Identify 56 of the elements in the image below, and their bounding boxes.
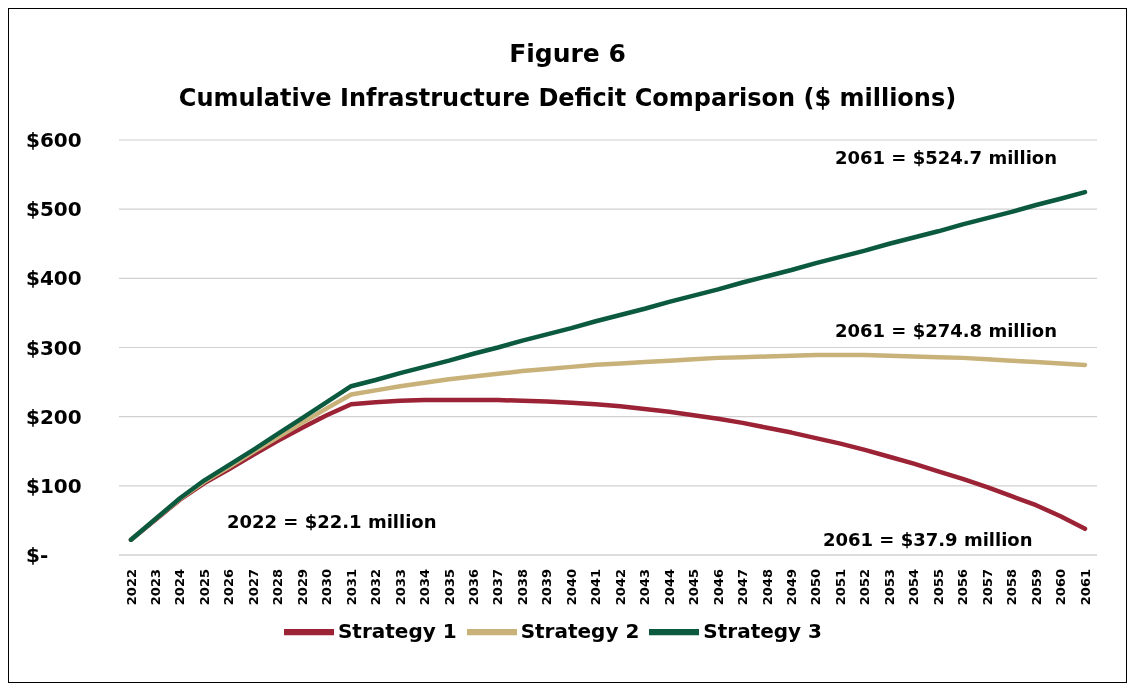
x-tick-label: 2056 bbox=[955, 569, 971, 606]
x-tick-label: 2044 bbox=[661, 569, 677, 606]
x-tick-label: 2036 bbox=[465, 569, 481, 606]
x-tick-label: 2053 bbox=[881, 569, 897, 606]
x-tick-label: 2023 bbox=[147, 569, 163, 606]
y-tick-label: $500 bbox=[26, 197, 82, 222]
x-tick-label: 2058 bbox=[1004, 569, 1020, 606]
x-tick-label: 2042 bbox=[612, 569, 628, 606]
x-tick-label: 2049 bbox=[783, 569, 799, 606]
annotation: 2061 = $37.9 million bbox=[823, 529, 1033, 550]
x-tick-label: 2031 bbox=[343, 569, 359, 606]
x-tick-label: 2030 bbox=[319, 569, 335, 606]
x-tick-label: 2060 bbox=[1053, 569, 1069, 606]
legend-label: Strategy 2 bbox=[520, 618, 640, 643]
annotation: 2061 = $274.8 million bbox=[834, 319, 1057, 341]
x-tick-label: 2057 bbox=[979, 569, 995, 606]
y-tick-label: $600 bbox=[26, 128, 82, 153]
x-tick-label: 2027 bbox=[245, 569, 261, 606]
y-tick-label: $400 bbox=[26, 266, 82, 291]
x-tick-label: 2046 bbox=[710, 569, 726, 606]
x-tick-label: 2043 bbox=[637, 569, 653, 606]
x-tick-label: 2028 bbox=[270, 569, 286, 606]
x-tick-label: 2045 bbox=[686, 569, 702, 606]
chart-subtitle: Cumulative Infrastructure Deficit Comparison ($ millions) bbox=[177, 84, 958, 112]
x-tick-label: 2024 bbox=[172, 569, 188, 606]
x-tick-label: 2026 bbox=[221, 569, 237, 606]
x-tick-label: 2025 bbox=[196, 569, 212, 606]
legend-label: Strategy 3 bbox=[703, 618, 823, 643]
x-tick-label: 2038 bbox=[514, 569, 530, 606]
x-tick-label: 2022 bbox=[123, 569, 139, 606]
chart-title: Figure 6 bbox=[508, 39, 627, 68]
annotation: 2061 = $524.7 million bbox=[834, 147, 1057, 169]
x-tick-label: 2055 bbox=[930, 569, 946, 606]
y-tick-label: $- bbox=[26, 543, 49, 568]
x-tick-label: 2041 bbox=[588, 569, 604, 606]
y-tick-label: $100 bbox=[26, 473, 82, 498]
x-tick-label: 2059 bbox=[1028, 569, 1044, 606]
x-tick-label: 2052 bbox=[857, 569, 873, 606]
x-tick-label: 2050 bbox=[808, 569, 824, 606]
x-tick-label: 2029 bbox=[294, 569, 310, 606]
x-tick-label: 2061 bbox=[1077, 569, 1093, 606]
x-tick-label: 2040 bbox=[563, 569, 579, 606]
x-tick-label: 2033 bbox=[392, 569, 408, 606]
x-tick-label: 2032 bbox=[368, 569, 384, 606]
y-tick-label: $300 bbox=[26, 335, 82, 360]
x-tick-label: 2051 bbox=[832, 569, 848, 606]
annotation: 2022 = $22.1 million bbox=[227, 511, 437, 532]
y-tick-label: $200 bbox=[26, 404, 82, 429]
x-tick-label: 2039 bbox=[539, 569, 555, 606]
legend-label: Strategy 1 bbox=[337, 618, 457, 643]
x-tick-label: 2037 bbox=[490, 569, 506, 606]
x-tick-label: 2035 bbox=[441, 569, 457, 606]
x-tick-label: 2047 bbox=[735, 569, 751, 606]
x-tick-label: 2054 bbox=[906, 569, 922, 606]
x-tick-label: 2048 bbox=[759, 569, 775, 606]
x-tick-label: 2034 bbox=[417, 569, 433, 606]
